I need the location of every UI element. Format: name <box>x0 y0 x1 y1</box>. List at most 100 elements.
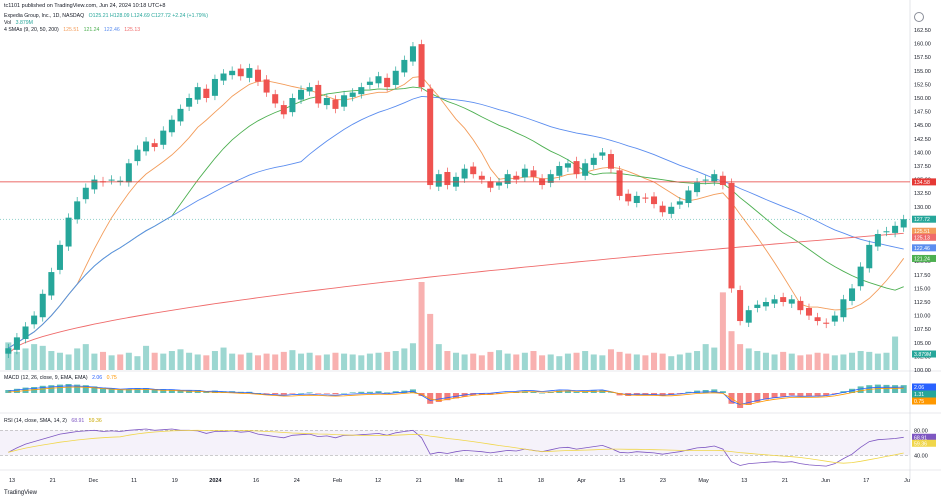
price-tag-label: 3.879M <box>914 352 931 358</box>
volume-bar <box>539 355 546 370</box>
volume-bar <box>358 355 365 370</box>
volume-bar <box>65 354 72 370</box>
candle-body <box>384 77 391 88</box>
time-tick-label: 2024 <box>209 478 222 484</box>
macd-signal-line <box>8 386 904 405</box>
volume-bar <box>745 348 752 370</box>
price-tick-label: 105.00 <box>914 341 931 347</box>
macd-histogram-bar <box>323 393 330 394</box>
price-tick-label: 115.00 <box>914 286 930 292</box>
volume-bar <box>323 354 330 370</box>
rsi-label[interactable]: RSI (14, close, SMA, 14, 2) <box>4 418 67 424</box>
macd-histogram-bar <box>573 391 580 393</box>
volume-bar <box>883 352 890 370</box>
candle-body <box>461 168 468 179</box>
candle-body <box>521 168 528 178</box>
time-tick-label: 13 <box>9 478 15 484</box>
volume-bar <box>384 351 391 370</box>
volume-bar <box>272 354 279 370</box>
sma-legend: 4 SMAs (9, 20, 50, 200) 125.51 121.24 12… <box>4 27 143 33</box>
macd-histogram-bar <box>99 387 107 393</box>
macd-histogram-bar <box>900 385 907 393</box>
macd-histogram-bar <box>117 389 124 393</box>
volume-bar <box>814 352 821 370</box>
candle-body <box>668 206 675 214</box>
time-tick-label: 19 <box>172 478 178 484</box>
macd-histogram-bar <box>788 393 795 396</box>
candle-body <box>582 163 589 176</box>
volume-bar <box>547 354 554 370</box>
rsi-ma-line <box>8 429 904 464</box>
volume-bar <box>599 355 606 370</box>
macd-histogram-bar <box>263 393 270 394</box>
volume-bar <box>780 351 787 370</box>
macd-histogram-bar <box>168 389 175 393</box>
macd-tag <box>912 390 936 398</box>
candle-body <box>642 197 649 199</box>
candle-body <box>805 307 813 316</box>
macd-histogram-bar <box>358 391 365 393</box>
volume-bar <box>831 355 838 370</box>
time-tick-label: 24 <box>294 478 300 484</box>
volume-bar <box>625 353 632 370</box>
volume-bar <box>737 344 744 370</box>
candle-body <box>866 244 873 269</box>
volume-bar <box>203 355 210 370</box>
macd-histogram-bar <box>737 393 744 408</box>
candle-body <box>332 99 339 109</box>
volume-bar <box>513 354 520 370</box>
candle-body <box>108 179 115 181</box>
macd-tag-label: 0.75 <box>914 399 924 405</box>
volume-bar <box>341 353 348 370</box>
rsi-ma-value: 59.36 <box>88 418 102 424</box>
volume-bar <box>409 343 416 370</box>
macd-histogram-bar <box>306 392 313 393</box>
price-tag-label: 125.51 <box>914 229 930 235</box>
macd-histogram-bar <box>823 393 830 396</box>
macd-histogram-bar <box>349 392 356 393</box>
sma-label[interactable]: 4 SMAs (9, 20, 50, 200) <box>4 27 59 33</box>
candle-body <box>134 149 141 162</box>
volume-bar <box>143 345 150 370</box>
candle-body <box>702 179 709 181</box>
candle-body <box>496 182 503 186</box>
candle-body <box>211 78 218 96</box>
time-tick-label: 21 <box>416 478 422 484</box>
candle-body <box>186 98 193 107</box>
volume-bar <box>418 282 425 370</box>
candle-body <box>298 89 305 100</box>
candle-body <box>435 174 442 187</box>
settings-circle-icon[interactable] <box>914 12 924 22</box>
volume-bar <box>99 351 107 370</box>
macd-histogram-bar <box>452 393 460 399</box>
macd-histogram-bar <box>56 384 63 393</box>
rsi-tick-label: 40.00 <box>914 453 928 459</box>
candle-body <box>229 70 236 76</box>
volume-bar <box>125 352 132 370</box>
macd-histogram-bar <box>685 391 692 393</box>
volume-bar <box>56 352 63 370</box>
volume-bar <box>427 313 434 370</box>
macd-histogram-bar <box>298 393 305 394</box>
price-tag-label: 134.58 <box>914 180 930 186</box>
price-tick-label: 160.00 <box>914 42 931 48</box>
macd-label[interactable]: MACD (12, 26, close, 9, EMA, EMA) <box>4 375 88 381</box>
price-tick-label: 140.00 <box>914 150 931 156</box>
volume-bar <box>306 352 313 370</box>
time-tick-label: Mar <box>455 478 465 484</box>
candle-body <box>694 182 701 193</box>
candle-body <box>418 44 425 88</box>
macd-histogram-bar <box>332 393 339 395</box>
price-tag <box>912 244 936 252</box>
candle-body <box>56 244 63 270</box>
candle-body <box>556 166 563 176</box>
volume-bar <box>401 348 408 370</box>
volume-bar <box>616 351 623 370</box>
candle-body <box>625 193 632 202</box>
symbol-title[interactable]: Expedia Group, Inc., 1D, NASDAQ <box>4 13 85 19</box>
candle-body <box>91 179 98 190</box>
volume-label[interactable]: Vol <box>4 20 12 26</box>
volume-bar <box>788 353 795 370</box>
price-tag <box>912 215 936 223</box>
